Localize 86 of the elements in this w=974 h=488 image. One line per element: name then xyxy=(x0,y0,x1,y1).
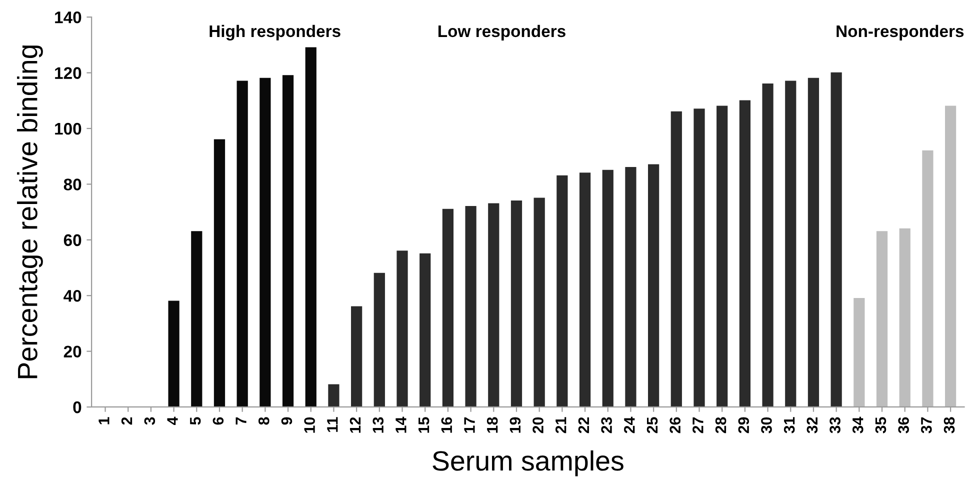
bar xyxy=(876,231,888,407)
x-tick-label: 8 xyxy=(258,417,270,425)
bar xyxy=(556,175,568,407)
y-tick-label: 40 xyxy=(64,290,82,302)
bar xyxy=(260,78,271,407)
x-tick-label: 33 xyxy=(830,417,840,434)
bar xyxy=(625,167,636,407)
x-tick-label: 4 xyxy=(167,416,178,425)
x-tick-label: 21 xyxy=(555,417,566,434)
bar xyxy=(648,164,660,407)
x-tick-label: 12 xyxy=(350,417,361,433)
bar xyxy=(534,198,545,407)
x-tick-label: 25 xyxy=(646,417,658,434)
x-tick-label: 19 xyxy=(510,417,521,433)
x-axis-title: Serum samples xyxy=(432,450,624,476)
x-tick-label: 13 xyxy=(372,417,384,433)
bar xyxy=(854,298,865,407)
bar xyxy=(510,200,522,407)
bar xyxy=(670,111,682,407)
annotation: Low responders xyxy=(438,24,566,40)
x-tick-label: 26 xyxy=(670,417,681,434)
x-tick-label: 23 xyxy=(601,417,612,434)
y-tick-label: 100 xyxy=(55,122,82,135)
y-tick-label: 140 xyxy=(55,11,82,24)
x-tick-label: 16 xyxy=(441,417,452,433)
bar xyxy=(465,206,476,407)
annotation: High responders xyxy=(210,24,340,40)
bar xyxy=(396,250,408,407)
annotation: Non-responders xyxy=(836,24,964,40)
bar xyxy=(602,170,614,407)
bar xyxy=(191,231,202,407)
x-tick-label: 36 xyxy=(898,417,909,434)
x-tick-label: 1 xyxy=(98,417,110,424)
bar xyxy=(579,172,591,407)
bar xyxy=(739,100,750,407)
x-tick-label: 27 xyxy=(692,417,704,434)
bar xyxy=(374,272,385,407)
bar xyxy=(922,150,934,407)
bar xyxy=(282,75,294,407)
x-tick-label: 22 xyxy=(578,417,589,434)
x-tick-label: 7 xyxy=(236,417,246,425)
x-tick-label: 35 xyxy=(875,417,886,434)
x-tick-label: 29 xyxy=(738,417,750,434)
x-tick-label: 10 xyxy=(304,417,315,433)
x-tick-label: 32 xyxy=(806,417,818,434)
x-tick-label: 28 xyxy=(715,417,726,434)
bar xyxy=(716,106,728,407)
bar xyxy=(694,108,705,407)
bar xyxy=(442,208,454,407)
x-tick-label: 30 xyxy=(761,417,772,434)
bar xyxy=(236,80,248,407)
y-tick-label: 20 xyxy=(64,346,82,358)
y-tick-label: 60 xyxy=(64,234,82,246)
x-tick-label: 15 xyxy=(418,417,430,433)
x-tick-label: 3 xyxy=(144,417,156,425)
bar xyxy=(785,80,796,407)
x-tick-label: 34 xyxy=(852,416,864,434)
x-tick-label: 18 xyxy=(486,417,498,433)
bar xyxy=(168,300,180,407)
y-axis-title: Percentage relative binding xyxy=(17,45,43,378)
x-tick-label: 38 xyxy=(944,417,955,434)
x-tick-label: 5 xyxy=(190,417,201,425)
y-tick-label: 120 xyxy=(55,67,82,79)
x-tick-label: 2 xyxy=(121,417,132,425)
bar xyxy=(488,203,500,407)
y-tick-label: 0 xyxy=(73,401,82,414)
bar xyxy=(214,139,226,407)
bar xyxy=(762,84,774,407)
x-tick-label: 9 xyxy=(281,417,292,425)
x-tick-label: 11 xyxy=(327,417,338,432)
x-tick-label: 20 xyxy=(532,417,544,434)
bar xyxy=(351,306,362,407)
y-tick-label: 80 xyxy=(64,178,82,190)
bar xyxy=(944,106,956,407)
bar xyxy=(808,78,820,407)
x-tick-label: 6 xyxy=(212,417,224,425)
x-tick-label: 14 xyxy=(396,416,406,433)
x-tick-label: 17 xyxy=(464,417,475,433)
bar xyxy=(899,228,910,407)
x-tick-label: 31 xyxy=(784,417,795,434)
bar xyxy=(420,253,431,407)
bar xyxy=(328,384,340,407)
bar xyxy=(830,72,842,407)
x-tick-label: 24 xyxy=(624,416,635,434)
bar xyxy=(305,47,316,407)
x-tick-label: 37 xyxy=(920,417,932,434)
